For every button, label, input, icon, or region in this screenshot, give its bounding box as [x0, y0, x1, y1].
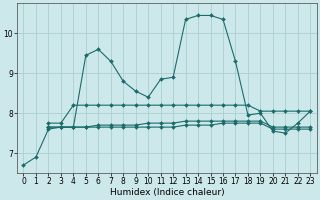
X-axis label: Humidex (Indice chaleur): Humidex (Indice chaleur): [109, 188, 224, 197]
